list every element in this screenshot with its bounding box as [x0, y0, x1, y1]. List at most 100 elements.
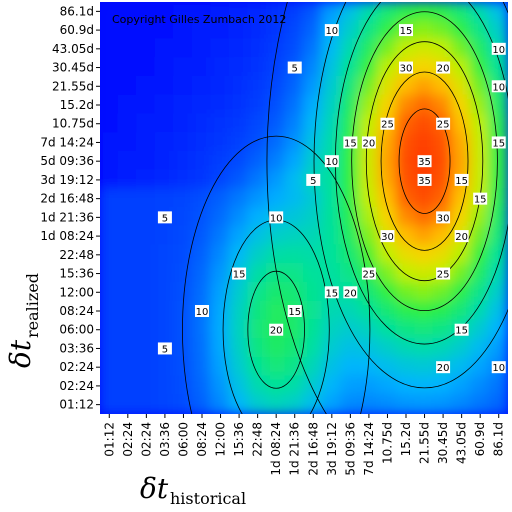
heatmap-cell: [210, 207, 231, 228]
heatmap-cell: [228, 113, 250, 135]
heatmap-cell: [265, 113, 287, 135]
heatmap-cell: [377, 375, 398, 397]
x-tick-label: 86.1d: [492, 422, 506, 456]
contour-label-bg: [491, 42, 506, 55]
heatmap-cell: [377, 75, 398, 97]
contour-label: 20: [437, 64, 450, 75]
heatmap-cell: [395, 300, 417, 322]
contour-line: [380, 71, 469, 251]
heatmap-cell: [451, 188, 472, 209]
heatmap-cell: [265, 38, 287, 60]
heatmap-cell: [469, 375, 491, 397]
heatmap-cell: [173, 169, 194, 191]
plot-area: 10 5 15 30 20 25 25 20 15 10 35 35 5 10 5 30 30 20 15 15 15 1…: [100, 2, 508, 414]
contour-label-bg: [343, 136, 358, 149]
heatmap-cell: [451, 75, 472, 97]
heatmap-cell: [247, 244, 268, 266]
heatmap-cell: [395, 319, 417, 341]
contour-label: 15: [233, 270, 246, 281]
x-tick-label: 43.05d: [455, 422, 469, 464]
heatmap-cell: [191, 132, 213, 153]
heatmap-cell: [488, 281, 508, 303]
heatmap-cell: [228, 19, 250, 41]
heatmap-cell: [340, 2, 361, 22]
heatmap-cell: [358, 57, 380, 78]
contour-label: 15: [474, 195, 487, 206]
heatmap-cell: [469, 300, 491, 322]
y-tick-label: 86.1d: [60, 4, 94, 18]
heatmap-cell: [469, 244, 491, 266]
heatmap-cell: [303, 150, 324, 172]
heatmap-cell: [173, 38, 194, 60]
contour-label: 20: [437, 363, 450, 374]
heatmap-cell: [303, 356, 324, 378]
heatmap-cell: [451, 2, 472, 22]
contour-label-bg: [361, 136, 376, 149]
heatmap-cell: [414, 207, 435, 228]
x-tick-label: 10.75d: [380, 422, 394, 464]
heatmap-cell: [136, 244, 157, 266]
heatmap-cell: [117, 225, 139, 247]
heatmap-cell: [358, 150, 380, 172]
heatmap-cell: [265, 375, 287, 397]
heatmap-cell: [210, 19, 231, 41]
contour-label-bg: [454, 230, 469, 243]
heatmap-cell: [210, 338, 231, 359]
heatmap-cell: [377, 207, 398, 228]
heatmap-cell: [173, 281, 194, 303]
contour-label-bg: [454, 323, 469, 336]
heatmap-cell: [100, 375, 120, 397]
heatmap-cell: [469, 225, 491, 247]
contour-label: 20: [344, 288, 357, 299]
heatmap-cell: [321, 94, 343, 116]
x-axis-subscript: historical: [170, 489, 246, 508]
contour-label: 35: [418, 176, 431, 187]
heatmap-cell: [210, 132, 231, 153]
contour-label-bg: [436, 211, 451, 224]
heatmap-cell: [247, 19, 268, 41]
heatmap-cell: [228, 207, 250, 228]
heatmap-cell: [154, 394, 176, 414]
heatmap-cell: [228, 132, 250, 153]
heatmap-cell: [173, 94, 194, 116]
heatmap-cell: [265, 338, 287, 359]
heatmap-cell: [228, 94, 250, 116]
heatmap-cell: [117, 2, 139, 22]
heatmap-cell: [358, 338, 380, 359]
heatmap-cell: [284, 263, 305, 284]
x-axis-ticks: 01:12 02:24 02:24 03:36 06:00 08:24 12:00 15:36…: [102, 414, 506, 476]
heatmap-cell: [321, 113, 343, 135]
heatmap-cell: [247, 38, 268, 60]
heatmap-cell: [100, 300, 120, 322]
x-axis-title: δt historical: [140, 472, 246, 508]
heatmap-cell: [154, 225, 176, 247]
heatmap-cell: [173, 319, 194, 341]
heatmap-cell: [432, 244, 454, 266]
heatmap-cell: [432, 281, 454, 303]
contour-line: [247, 270, 305, 389]
contour-line: [182, 135, 371, 414]
contour-line: [365, 41, 484, 282]
y-tick-label: 06:00: [59, 323, 94, 337]
heatmap-cell: [154, 57, 176, 78]
heatmap-cell: [191, 319, 213, 341]
contour-label: 20: [363, 138, 376, 149]
heatmap-cell: [395, 394, 417, 414]
heatmap-cell: [451, 113, 472, 135]
heatmap-cell: [117, 375, 139, 397]
heatmap-cell: [136, 150, 157, 172]
heatmap-cell: [247, 75, 268, 97]
heatmap-cell: [321, 394, 343, 414]
heatmap-cell: [100, 57, 120, 78]
heatmap-cell: [303, 113, 324, 135]
heatmap-cell: [321, 225, 343, 247]
contour-label: 10: [492, 82, 505, 93]
heatmap-cell: [100, 169, 120, 191]
heatmap-cell: [358, 169, 380, 191]
heatmap-cell: [377, 244, 398, 266]
heatmap-cell: [247, 113, 268, 135]
heatmap-cell: [414, 394, 435, 414]
y-tick-label: 1d 21:36: [40, 210, 94, 224]
heatmap-cell: [173, 356, 194, 378]
